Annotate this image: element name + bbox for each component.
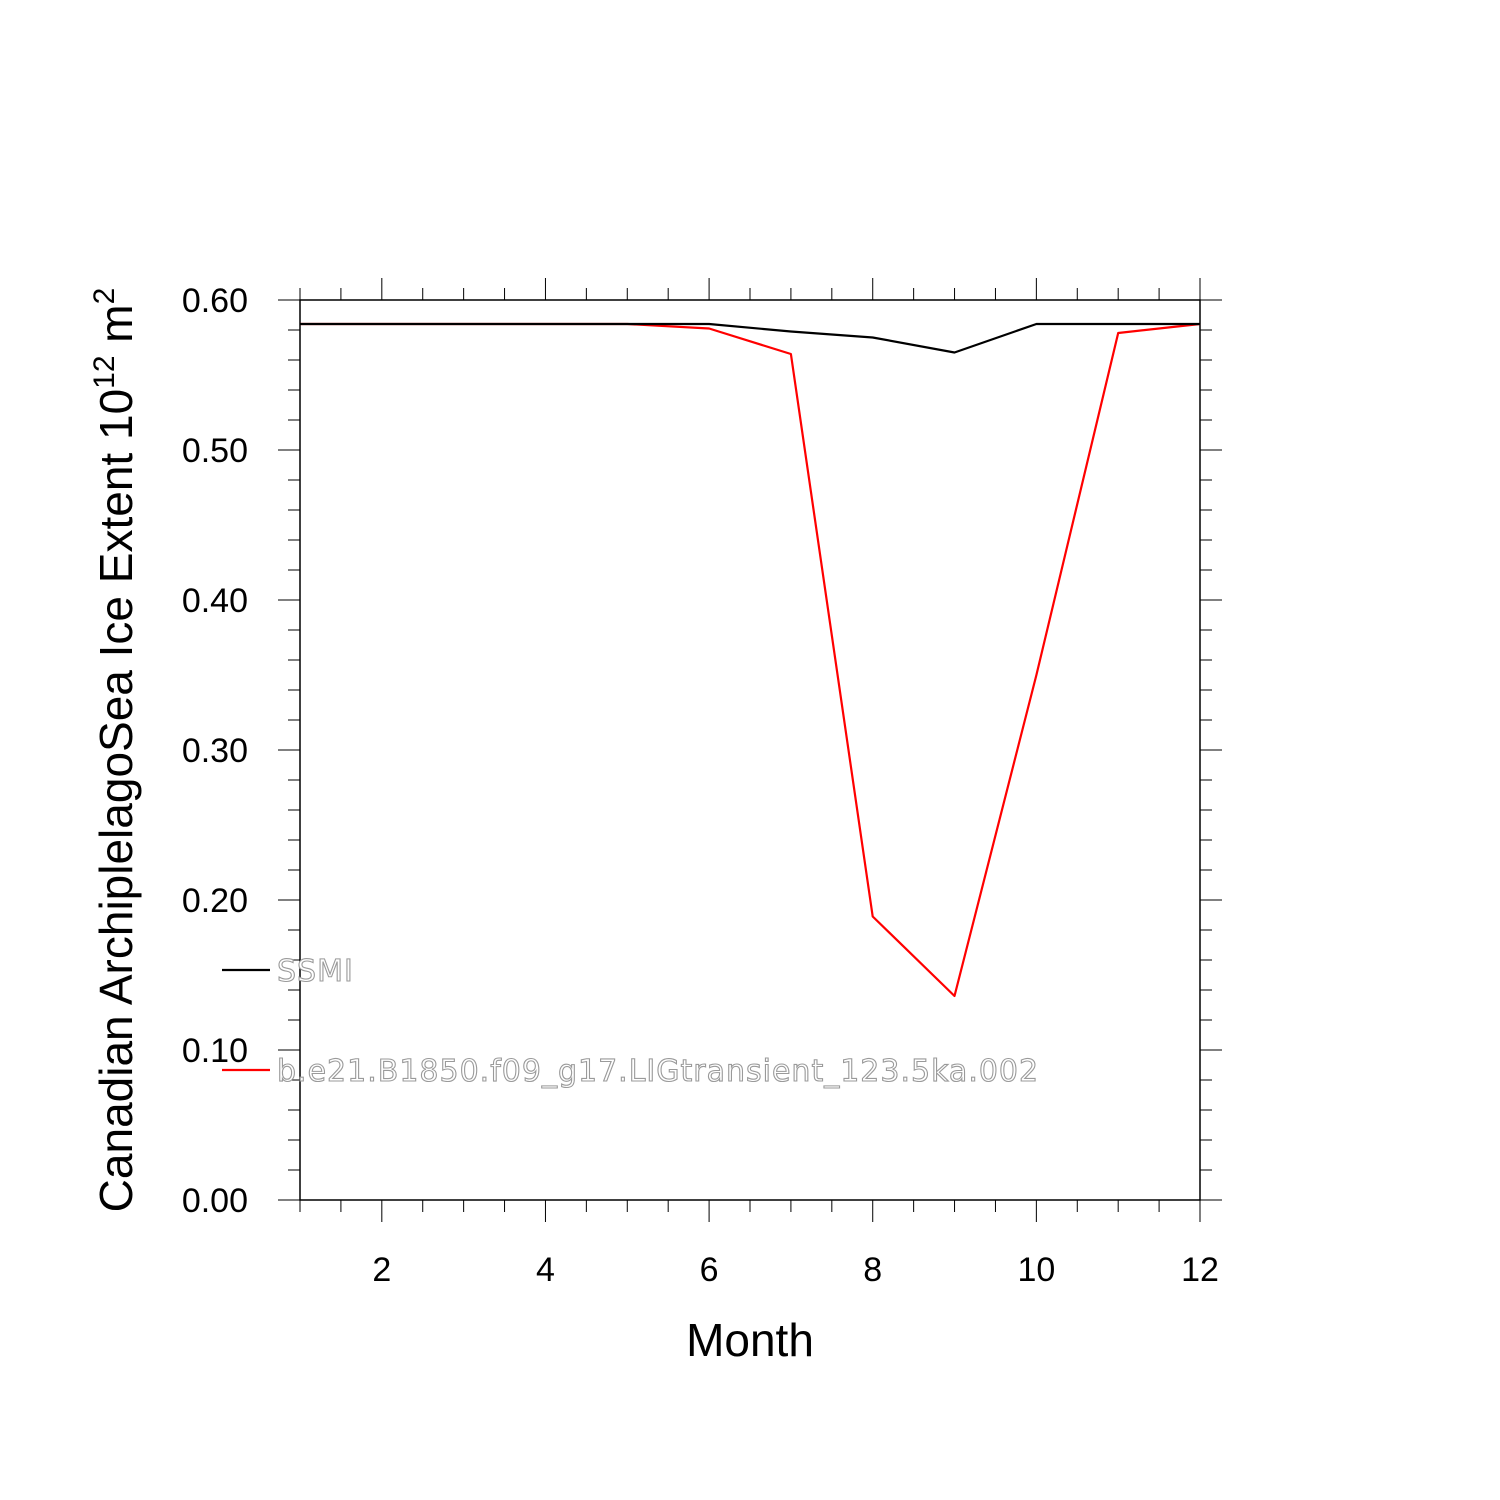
series-line-ssmi: [300, 322, 1200, 354]
x-tick-label: 6: [700, 1251, 719, 1289]
series-line-model: [300, 322, 1201, 998]
y-axis-title-unit: m: [90, 304, 142, 355]
y-tick-label: 0.00: [182, 1182, 248, 1220]
x-tick-label: 8: [863, 1251, 882, 1289]
legend: SSMI b.e21.B1850.f09_g17.LIGtransient_12…: [222, 953, 1039, 1090]
y-axis-title-exponent: 12: [88, 355, 121, 388]
plot-frame: [299, 299, 1201, 1201]
y-axis-title: Canadian ArchiplelagoSea Ice Extent 1012…: [88, 288, 142, 1213]
series-lines: [300, 322, 1201, 998]
y-tick-label: 0.40: [182, 582, 248, 620]
y-axis-title-unit-exponent: 2: [88, 288, 121, 305]
legend-label-model: b.e21.B1850.f09_g17.LIGtransient_123.5ka…: [277, 1054, 1039, 1089]
x-tick-label: 4: [536, 1251, 555, 1289]
y-tick-label: 0.30: [182, 732, 248, 770]
x-tick-labels: 2 4 6 8 10 12: [372, 1251, 1219, 1289]
x-tick-label: 12: [1181, 1251, 1219, 1289]
legend-label-ssmi: SSMI: [277, 954, 354, 989]
y-tick-label: 0.50: [182, 432, 248, 470]
y-tick-label: 0.10: [182, 1032, 248, 1070]
tick-marks: [278, 278, 1222, 1222]
x-tick-label: 2: [372, 1251, 391, 1289]
y-tick-labels: 0.00 0.10 0.20 0.30 0.40 0.50 0.60: [182, 282, 248, 1220]
y-tick-label: 0.20: [182, 882, 248, 920]
y-axis-title-main: Canadian ArchiplelagoSea Ice Extent 10: [90, 389, 142, 1212]
x-axis-title: Month: [686, 1314, 814, 1366]
y-tick-label: 0.60: [182, 282, 248, 320]
x-tick-label: 10: [1017, 1251, 1055, 1289]
